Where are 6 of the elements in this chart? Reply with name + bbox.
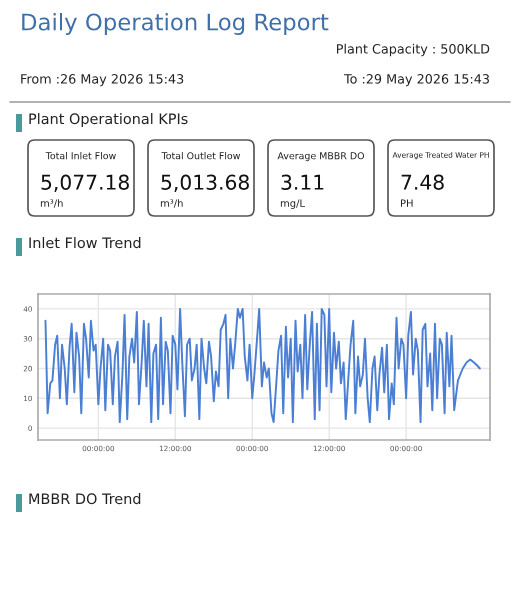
text: 5,077.18 [41, 174, 129, 192]
text: 5,013.68 [161, 174, 249, 192]
line-series [44, 307, 481, 424]
text: 7.48 [401, 174, 444, 190]
text: Daily Operation Log Report [22, 12, 329, 36]
text: 3.11 [281, 174, 324, 190]
